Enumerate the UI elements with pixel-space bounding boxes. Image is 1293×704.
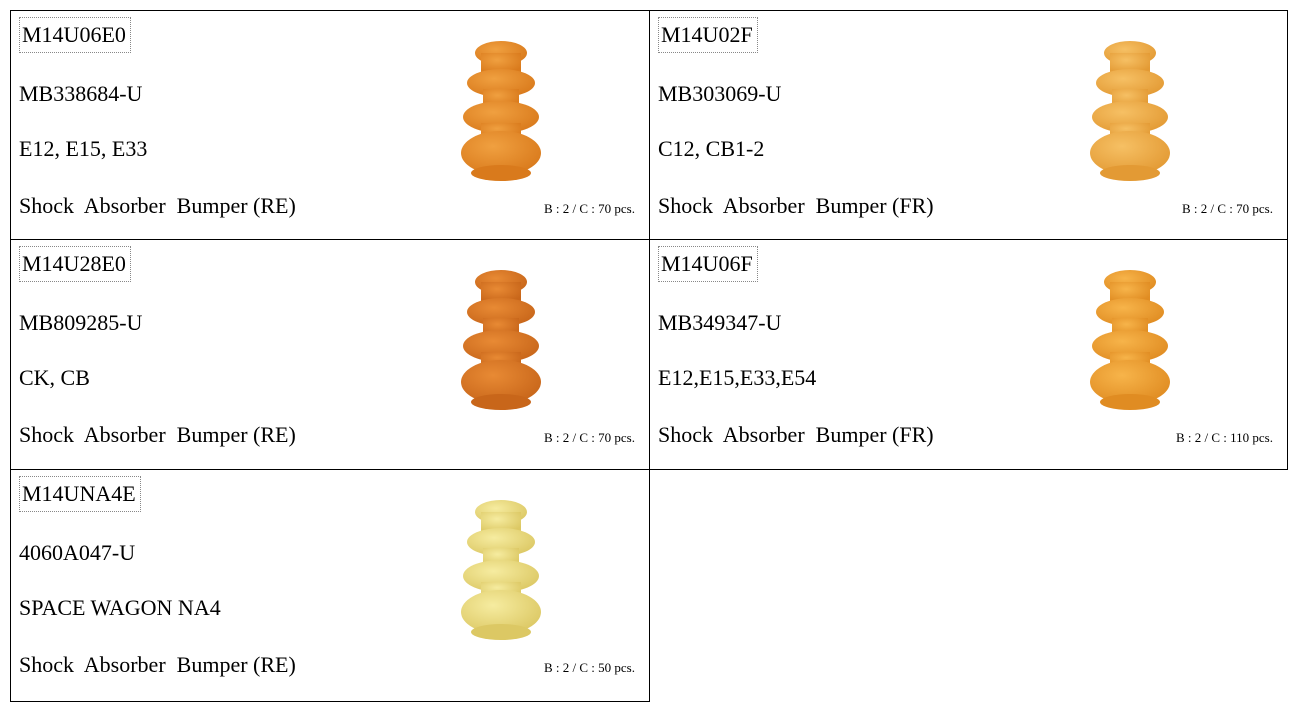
packing: B : 2 / C : 50 pcs.	[543, 660, 635, 675]
packing: B : 2 / C : 70 pcs.	[543, 201, 635, 216]
packing: B : 2 / C : 110 pcs.	[1175, 430, 1273, 445]
models: C12, CB1-2	[658, 136, 765, 161]
packing: B : 2 / C : 70 pcs.	[543, 430, 635, 445]
part-number: MB349347-U	[658, 310, 782, 335]
models: E12,E15,E33,E54	[658, 365, 817, 390]
product-image	[461, 270, 541, 410]
product-cell: M14UNA4E 4060A047-U SPACE WAGON NA4 Shock A…	[10, 470, 650, 702]
product-code: M14UNA4E	[19, 476, 141, 512]
part-number: MB303069-U	[658, 81, 782, 106]
product-code: M14U06F	[658, 246, 758, 282]
product-image	[461, 41, 541, 181]
product-cell: M14U06E0 MB338684-U E12, E15, E33 Shock Abs…	[10, 10, 650, 240]
product-cell: M14U06F MB349347-U E12,E15,E33,E54 Shock Ab…	[650, 240, 1288, 470]
models: CK, CB	[19, 365, 90, 390]
part-number: MB338684-U	[19, 81, 143, 106]
models: SPACE WAGON NA4	[19, 595, 221, 620]
packing: B : 2 / C : 70 pcs.	[1181, 201, 1273, 216]
product-image	[1090, 270, 1170, 410]
catalog-table: M14U06E0 MB338684-U E12, E15, E33 Shock Abs…	[10, 10, 1288, 702]
description: Shock Absorber Bumper (RE)	[19, 422, 296, 447]
description: Shock Absorber Bumper (RE)	[19, 652, 296, 677]
models: E12, E15, E33	[19, 136, 148, 161]
product-cell: M14U28E0 MB809285-U CK, CB Shock Absorber B…	[10, 240, 650, 470]
product-image	[1090, 41, 1170, 181]
part-number: MB809285-U	[19, 310, 143, 335]
description: Shock Absorber Bumper (RE)	[19, 193, 296, 218]
product-image	[461, 500, 541, 640]
description: Shock Absorber Bumper (FR)	[658, 193, 934, 218]
empty-cell	[650, 470, 1288, 702]
part-number: 4060A047-U	[19, 540, 136, 565]
description: Shock Absorber Bumper (FR)	[658, 422, 934, 447]
product-code: M14U02F	[658, 17, 758, 53]
product-code: M14U28E0	[19, 246, 131, 282]
product-cell: M14U02F MB303069-U C12, CB1-2 Shock Absorbe…	[650, 10, 1288, 240]
product-code: M14U06E0	[19, 17, 131, 53]
